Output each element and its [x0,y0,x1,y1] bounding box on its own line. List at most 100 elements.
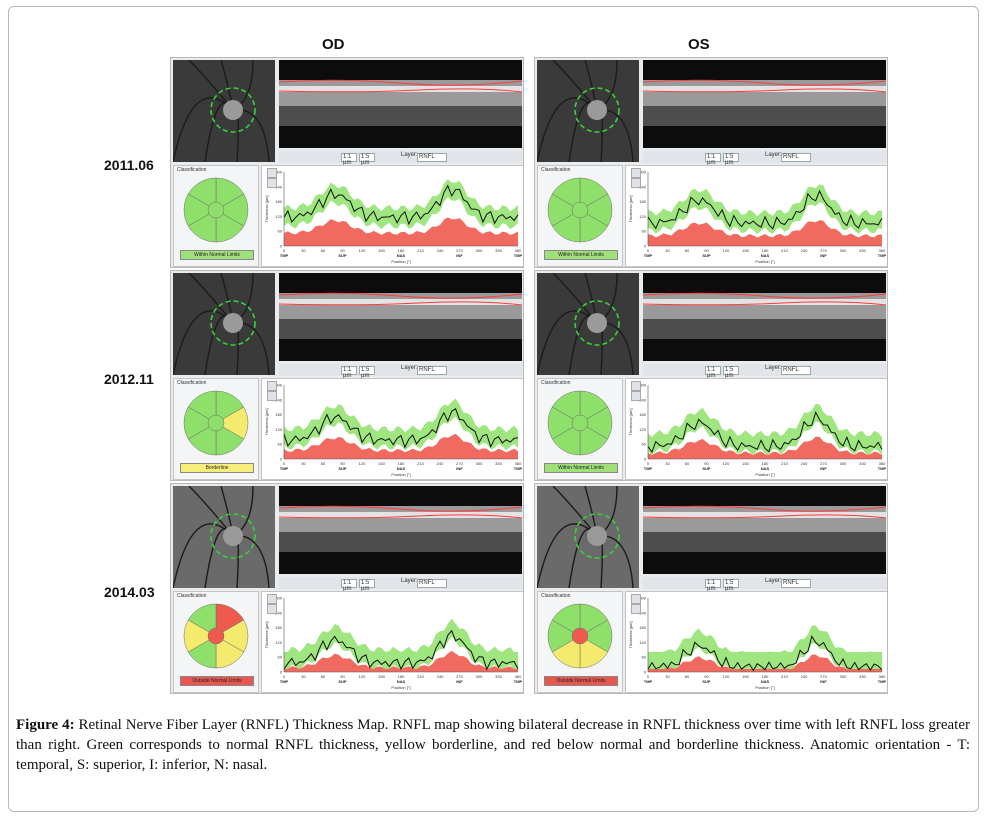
region-label: TMP [644,253,653,258]
x-tick-label: 360 [879,674,886,679]
x-tick-label: 30 [665,674,670,679]
thickness-chart: 0 30 60 90 120 150 180 210 240 270 300 330 360 0 60 120… [625,591,887,693]
zoom-a-text: 1:1 µm [343,367,352,379]
y-tick-label: 60 [642,442,647,447]
x-tick-label: 30 [301,674,306,679]
zoom-in-button[interactable] [631,168,641,178]
classification-sector [551,390,581,424]
layer-select[interactable]: RNFL [417,153,447,162]
zoom-a-field[interactable]: 1:1 µm [341,153,357,166]
zoom-in-button[interactable] [267,381,277,391]
x-tick-label: 0 [283,674,286,679]
layer-value: RNFL [783,367,799,373]
x-tick-label: 330 [495,461,502,466]
zoom-in-button[interactable] [631,594,641,604]
below-normal-band [648,436,882,459]
x-tick-label: 120 [359,461,366,466]
region-label: TMP [280,679,289,684]
zoom-out-button[interactable] [267,391,277,401]
zoom-b-text: 1:5 µm [361,154,370,166]
layer-select[interactable]: RNFL [417,579,447,588]
classification-box: Classification Within Normal Limits [173,165,259,267]
y-tick-label: 0 [280,244,283,249]
row-date-3: 2014.03 [104,584,155,600]
y-tick-label: 60 [278,655,283,660]
fundus-image [173,273,275,375]
oct-panel-os-3: 1:1 µm 1:5 µm Layer: RNFL Classification Outs… [534,483,888,694]
x-tick-label: 180 [762,461,769,466]
below-normal-band [648,654,882,672]
classification-status: Within Normal Limits [544,250,618,260]
zoom-out-button[interactable] [267,604,277,614]
zoom-a-field[interactable]: 1:1 µm [705,153,721,166]
x-tick-label: 240 [437,674,444,679]
classification-sector [551,177,581,211]
classification-sector [187,390,217,424]
region-label: TMP [878,466,887,471]
x-tick-label: 180 [398,248,405,253]
zoom-in-button[interactable] [267,594,277,604]
zoom-out-button[interactable] [631,178,641,188]
zoom-in-button[interactable] [631,381,641,391]
zoom-a-field[interactable]: 1:1 µm [705,366,721,379]
layer-value: RNFL [783,580,799,586]
zoom-in-button[interactable] [267,168,277,178]
layer-select[interactable]: RNFL [781,153,811,162]
zoom-b-field[interactable]: 1:5 µm [359,366,375,379]
y-axis-title: Thickness [µm] [264,196,269,223]
layer-select[interactable]: RNFL [417,366,447,375]
region-label: TMP [280,466,289,471]
y-tick-label: 180 [639,412,646,417]
x-tick-label: 150 [378,248,385,253]
zoom-b-field[interactable]: 1:5 µm [723,579,739,592]
y-tick-label: 120 [639,640,646,645]
zoom-b-field[interactable]: 1:5 µm [359,153,375,166]
region-label: TMP [878,679,887,684]
zoom-out-button[interactable] [631,391,641,401]
y-axis-title: Thickness [µm] [264,622,269,649]
zoom-out-button[interactable] [631,604,641,614]
row-date-1: 2011.06 [104,157,154,173]
layer-select[interactable]: RNFL [781,366,811,375]
layer-label: Layer: [765,578,782,584]
zoom-a-text: 1:1 µm [707,580,716,592]
classification-center [571,201,589,219]
classification-center [571,627,589,645]
fundus-image [173,60,275,162]
region-label: SUP [702,253,711,258]
zoom-a-field[interactable]: 1:1 µm [341,579,357,592]
zoom-b-text: 1:5 µm [725,580,734,592]
zoom-a-field[interactable]: 1:1 µm [705,579,721,592]
layer-select[interactable]: RNFL [781,579,811,588]
x-tick-label: 270 [456,248,463,253]
x-tick-label: 360 [515,461,522,466]
region-label: TMP [514,253,523,258]
classification-center [571,414,589,432]
region-label: TMP [644,679,653,684]
thickness-chart: 0 30 60 90 120 150 180 210 240 270 300 330 360 0 60 120… [261,165,523,267]
zoom-out-button[interactable] [267,178,277,188]
x-tick-label: 240 [437,248,444,253]
x-tick-label: 210 [417,674,424,679]
y-tick-label: 240 [275,184,282,189]
x-tick-label: 360 [515,674,522,679]
x-tick-label: 300 [476,674,483,679]
region-label: SUP [702,679,711,684]
zoom-b-text: 1:5 µm [725,367,734,379]
y-tick-label: 60 [642,655,647,660]
region-label: NAS [397,679,406,684]
classification-status: Within Normal Limits [544,463,618,473]
zoom-a-field[interactable]: 1:1 µm [341,366,357,379]
caption-label: Figure 4: [16,717,75,733]
column-header-od: OD [322,36,345,53]
oct-bscan-image [643,60,886,148]
zoom-b-field[interactable]: 1:5 µm [723,366,739,379]
x-axis-title: Position [°] [391,259,410,264]
zoom-b-field[interactable]: 1:5 µm [359,579,375,592]
region-label: NAS [761,679,770,684]
classification-box: Classification Borderline [173,378,259,480]
x-tick-label: 180 [398,674,405,679]
classification-title: Classification [541,167,571,173]
zoom-b-field[interactable]: 1:5 µm [723,153,739,166]
oct-bscan-image [279,486,522,574]
